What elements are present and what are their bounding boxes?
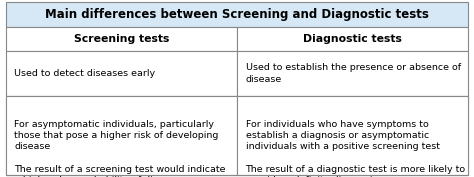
Bar	[237, 96, 468, 175]
Bar	[6, 2, 468, 27]
Bar	[237, 27, 468, 51]
Text: For individuals who have symptoms to
establish a diagnosis or asymptomatic
indiv: For individuals who have symptoms to est…	[246, 120, 439, 151]
Text: Screening tests: Screening tests	[73, 34, 169, 44]
Text: Used to detect diseases early: Used to detect diseases early	[14, 69, 155, 78]
Bar	[6, 51, 237, 96]
Text: Main differences between Screening and Diagnostic tests: Main differences between Screening and D…	[45, 8, 429, 21]
Text: For asymptomatic individuals, particularly
those that pose a higher risk of deve: For asymptomatic individuals, particular…	[14, 120, 219, 151]
Text: Used to establish the presence or absence of
disease: Used to establish the presence or absenc…	[246, 63, 461, 84]
Bar	[6, 27, 237, 51]
Bar	[237, 96, 468, 175]
Text: Diagnostic tests: Diagnostic tests	[303, 34, 402, 44]
Text: The result of a diagnostic test is more likely to
provide a definite diagnosis: The result of a diagnostic test is more …	[246, 165, 465, 177]
Bar	[6, 96, 237, 175]
Bar	[6, 96, 237, 175]
Text: The result of a screening test would indicate
a high or low probability of disea: The result of a screening test would ind…	[14, 165, 226, 177]
Bar	[237, 51, 468, 96]
